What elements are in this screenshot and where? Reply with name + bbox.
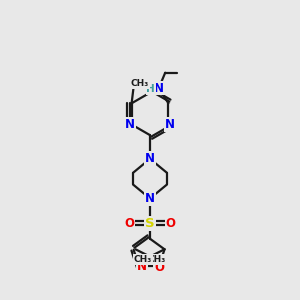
Text: O: O xyxy=(166,217,176,230)
Text: O: O xyxy=(124,217,134,230)
Text: H: H xyxy=(146,84,155,94)
Text: N: N xyxy=(165,118,175,131)
Text: S: S xyxy=(145,217,155,230)
Text: N: N xyxy=(137,260,147,273)
Text: CH₃: CH₃ xyxy=(134,255,152,264)
Text: N: N xyxy=(145,152,155,165)
Text: N: N xyxy=(154,82,164,94)
Text: O: O xyxy=(154,261,164,274)
Text: N: N xyxy=(125,118,135,131)
Text: N: N xyxy=(145,192,155,205)
Text: CH₃: CH₃ xyxy=(148,255,166,264)
Text: CH₃: CH₃ xyxy=(130,79,149,88)
